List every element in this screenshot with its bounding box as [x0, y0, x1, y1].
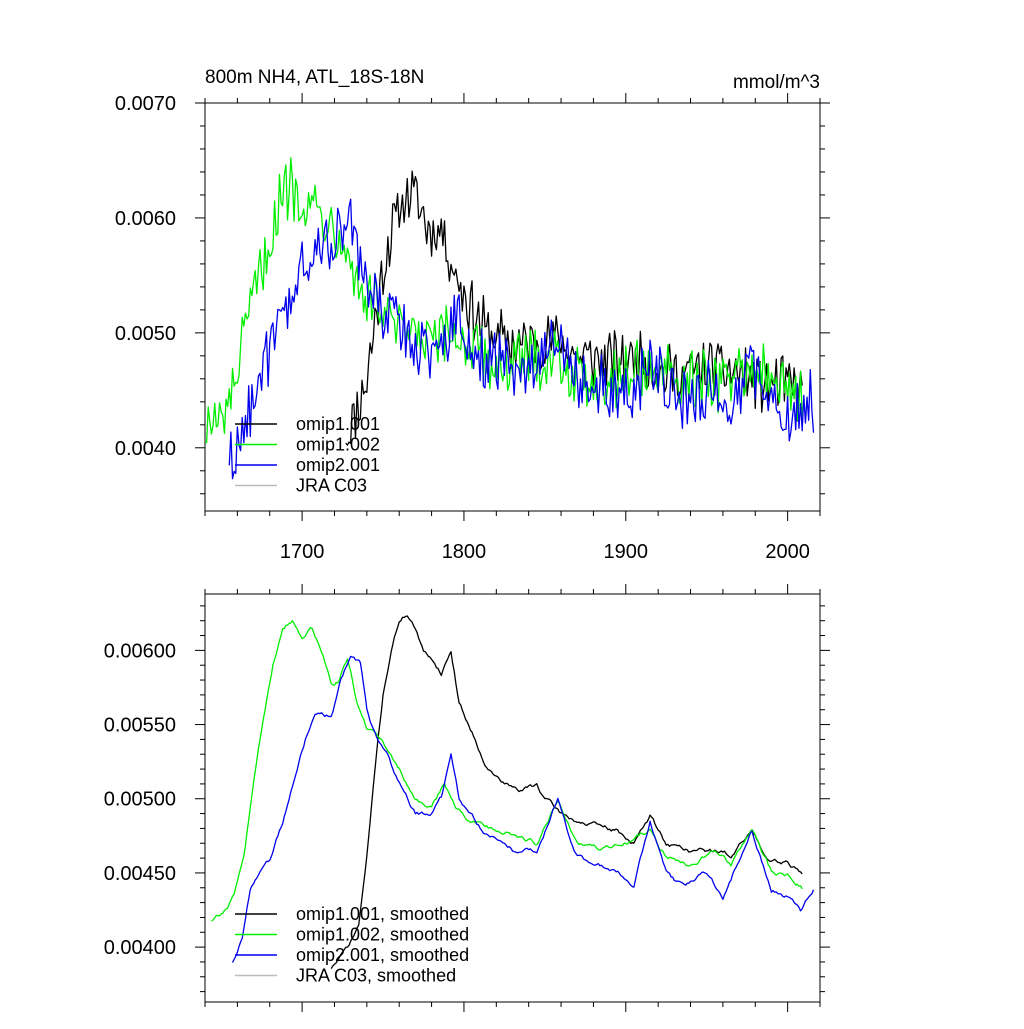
bottom-legend-label: omip1.001, smoothed [296, 904, 469, 924]
top-x-tick-label: 1800 [442, 541, 487, 563]
bottom-y-tick-label: 0.00400 [104, 937, 176, 959]
top-legend-label: omip1.001 [296, 414, 380, 434]
bottom-y-tick-label: 0.00500 [104, 789, 176, 811]
top-legend-label: omip1.002 [296, 435, 380, 455]
bottom-y-tick-label: 0.00600 [104, 640, 176, 662]
top-series-group [205, 157, 815, 480]
top-legend-label: omip2.001 [296, 455, 380, 475]
top-y-tick-label: 0.0070 [115, 93, 176, 115]
units-label: mmol/m^3 [733, 72, 820, 93]
top-plot-frame [204, 102, 821, 512]
top-y-tick-label: 0.0050 [115, 323, 176, 345]
top-y-tick-label: 0.0060 [115, 208, 176, 230]
top-panel: 1700 1800 1900 2000 0.0040 0.0050 0.0060 0.0070… [115, 67, 830, 563]
bottom-y-tick-label: 0.00450 [104, 863, 176, 885]
bottom-legend-label: omip1.002, smoothed [296, 925, 469, 945]
top-series-line-omip2-001 [228, 198, 815, 480]
bottom-legend-label: JRA C03, smoothed [296, 966, 456, 986]
bottom-series-line-omip2-001-smoothed [231, 655, 815, 963]
top-x-tick-label: 2000 [765, 541, 810, 563]
top-x-tick-label: 1900 [604, 541, 649, 563]
bottom-plot-frame [204, 593, 821, 1003]
bottom-y-tick-label: 0.00550 [104, 715, 176, 737]
bottom-series-group [211, 615, 815, 970]
top-series-line-omip1-001 [345, 170, 803, 446]
top-series-line-omip1-002 [205, 157, 803, 444]
bottom-series-line-omip1-002-smoothed [211, 620, 803, 922]
chart-title: 800m NH4, ATL_18S-18N [205, 67, 424, 88]
top-y-tick-label: 0.0040 [115, 438, 176, 460]
bottom-panel: 0.00400 0.00450 0.00500 0.00550 0.00600 omip1… [104, 584, 830, 1012]
top-legend-label: JRA C03 [296, 476, 367, 496]
bottom-legend-label: omip2.001, smoothed [296, 945, 469, 965]
top-x-tick-label: 1700 [280, 541, 325, 563]
bottom-series-line-omip1-001-smoothed [330, 615, 803, 970]
